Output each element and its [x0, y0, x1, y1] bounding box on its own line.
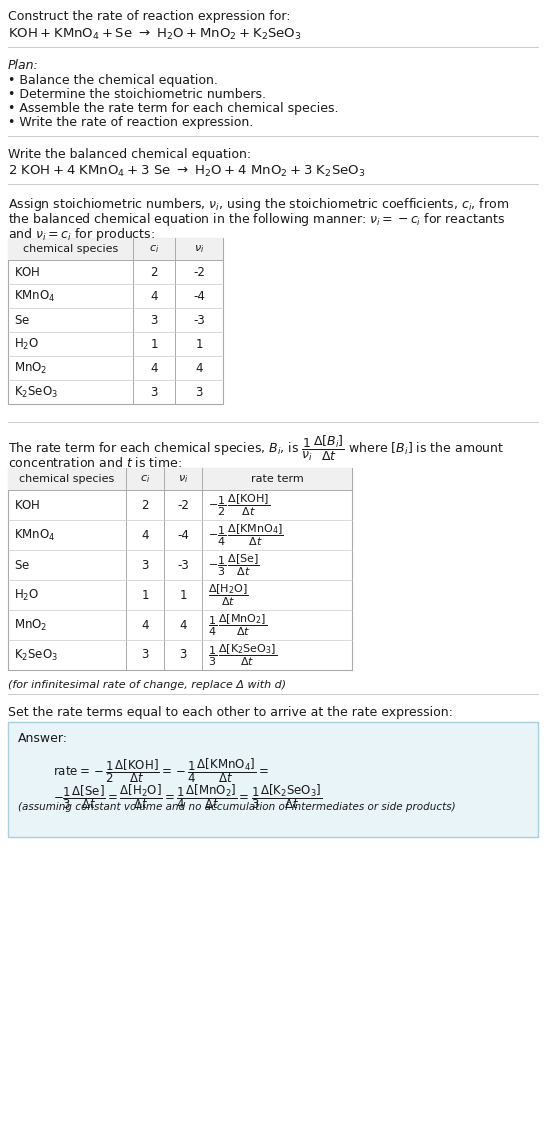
Text: 4: 4 — [195, 362, 203, 374]
FancyBboxPatch shape — [8, 721, 538, 838]
Text: $\mathregular{KMnO_4}$: $\mathregular{KMnO_4}$ — [14, 288, 56, 304]
Text: 3: 3 — [150, 386, 158, 398]
Text: $\mathregular{H_2O}$: $\mathregular{H_2O}$ — [14, 337, 39, 352]
Text: 2: 2 — [150, 265, 158, 279]
Text: $c_i$: $c_i$ — [149, 244, 159, 255]
Bar — [8, 468, 352, 670]
Text: 4: 4 — [141, 618, 149, 632]
Text: chemical species: chemical species — [19, 475, 115, 484]
Text: $\mathregular{MnO_2}$: $\mathregular{MnO_2}$ — [14, 618, 48, 633]
Text: $\dfrac{1}{4}\,\dfrac{\Delta[\mathregular{MnO_2}]}{\Delta t}$: $\dfrac{1}{4}\,\dfrac{\Delta[\mathregula… — [208, 612, 268, 637]
Text: 1: 1 — [150, 338, 158, 351]
Text: the balanced chemical equation in the following manner: $\nu_i = -c_i$ for react: the balanced chemical equation in the fo… — [8, 211, 506, 228]
Text: -4: -4 — [177, 528, 189, 542]
Text: 2: 2 — [141, 498, 149, 511]
Text: (for infinitesimal rate of change, replace Δ with d): (for infinitesimal rate of change, repla… — [8, 681, 286, 690]
Text: Construct the rate of reaction expression for:: Construct the rate of reaction expressio… — [8, 10, 290, 23]
Text: $\dfrac{\Delta[\mathregular{H_2O}]}{\Delta t}$: $\dfrac{\Delta[\mathregular{H_2O}]}{\Del… — [208, 583, 249, 608]
Text: (assuming constant volume and no accumulation of intermediates or side products): (assuming constant volume and no accumul… — [18, 802, 455, 813]
Text: -2: -2 — [193, 265, 205, 279]
Text: -3: -3 — [177, 559, 189, 571]
Text: $-\dfrac{1}{3}\dfrac{\Delta[\mathregular{Se}]}{\Delta t} = \dfrac{\Delta[\mathre: $-\dfrac{1}{3}\dfrac{\Delta[\mathregular… — [53, 782, 322, 810]
Text: 4: 4 — [150, 362, 158, 374]
Text: and $\nu_i = c_i$ for products:: and $\nu_i = c_i$ for products: — [8, 226, 155, 244]
Bar — [8, 238, 223, 404]
Text: $-\dfrac{1}{2}\,\dfrac{\Delta[\mathregular{KOH}]}{\Delta t}$: $-\dfrac{1}{2}\,\dfrac{\Delta[\mathregul… — [208, 493, 270, 518]
Text: -3: -3 — [193, 313, 205, 327]
Text: -2: -2 — [177, 498, 189, 511]
Text: $c_i$: $c_i$ — [140, 473, 150, 485]
Text: $\mathregular{KOH + KMnO_4 + Se\ \rightarrow\ H_2O + MnO_2 + K_2SeO_3}$: $\mathregular{KOH + KMnO_4 + Se\ \righta… — [8, 27, 301, 42]
Text: 3: 3 — [179, 649, 187, 661]
Text: Set the rate terms equal to each other to arrive at the rate expression:: Set the rate terms equal to each other t… — [8, 706, 453, 719]
Bar — [8, 468, 352, 490]
Text: 1: 1 — [179, 588, 187, 602]
Text: $\nu_i$: $\nu_i$ — [178, 473, 188, 485]
Text: Write the balanced chemical equation:: Write the balanced chemical equation: — [8, 148, 251, 160]
Text: $-\dfrac{1}{3}\,\dfrac{\Delta[\mathregular{Se}]}{\Delta t}$: $-\dfrac{1}{3}\,\dfrac{\Delta[\mathregul… — [208, 552, 260, 578]
Text: $\mathregular{H_2O}$: $\mathregular{H_2O}$ — [14, 587, 39, 602]
Bar — [8, 238, 223, 259]
Text: • Determine the stoichiometric numbers.: • Determine the stoichiometric numbers. — [8, 88, 266, 101]
Text: concentration and $t$ is time:: concentration and $t$ is time: — [8, 456, 182, 470]
Text: 4: 4 — [150, 289, 158, 303]
Text: $\mathregular{rate} = -\dfrac{1}{2}\dfrac{\Delta[\mathregular{KOH}]}{\Delta t} =: $\mathregular{rate} = -\dfrac{1}{2}\dfra… — [53, 756, 269, 785]
Text: $\mathregular{KMnO_4}$: $\mathregular{KMnO_4}$ — [14, 527, 56, 543]
Text: $\nu_i$: $\nu_i$ — [194, 244, 204, 255]
Text: 3: 3 — [195, 386, 203, 398]
Text: Plan:: Plan: — [8, 59, 39, 72]
Text: • Balance the chemical equation.: • Balance the chemical equation. — [8, 74, 218, 86]
Text: • Write the rate of reaction expression.: • Write the rate of reaction expression. — [8, 116, 253, 129]
Text: 1: 1 — [195, 338, 203, 351]
Text: 1: 1 — [141, 588, 149, 602]
Text: 3: 3 — [141, 649, 149, 661]
Text: 4: 4 — [179, 618, 187, 632]
Text: 3: 3 — [150, 313, 158, 327]
Text: Answer:: Answer: — [18, 732, 68, 745]
Text: $\mathregular{MnO_2}$: $\mathregular{MnO_2}$ — [14, 361, 48, 376]
Text: $\mathregular{Se}$: $\mathregular{Se}$ — [14, 313, 30, 327]
Text: The rate term for each chemical species, $B_i$, is $\dfrac{1}{\nu_i}\dfrac{\Delt: The rate term for each chemical species,… — [8, 434, 505, 463]
Text: 4: 4 — [141, 528, 149, 542]
Text: rate term: rate term — [251, 475, 304, 484]
Text: $\mathregular{KOH}$: $\mathregular{KOH}$ — [14, 498, 40, 511]
Text: -4: -4 — [193, 289, 205, 303]
Text: 3: 3 — [141, 559, 149, 571]
Text: • Assemble the rate term for each chemical species.: • Assemble the rate term for each chemic… — [8, 102, 339, 115]
Text: $\mathregular{K_2SeO_3}$: $\mathregular{K_2SeO_3}$ — [14, 385, 58, 399]
Text: $\mathregular{KOH}$: $\mathregular{KOH}$ — [14, 265, 40, 279]
Text: $\dfrac{1}{3}\,\dfrac{\Delta[\mathregular{K_2SeO_3}]}{\Delta t}$: $\dfrac{1}{3}\,\dfrac{\Delta[\mathregula… — [208, 642, 277, 668]
Text: $\mathregular{2\ KOH + 4\ KMnO_4 + 3\ Se\ \rightarrow\ H_2O + 4\ MnO_2 + 3\ K_2S: $\mathregular{2\ KOH + 4\ KMnO_4 + 3\ Se… — [8, 164, 365, 179]
Text: $\mathregular{Se}$: $\mathregular{Se}$ — [14, 559, 30, 571]
Text: $\mathregular{K_2SeO_3}$: $\mathregular{K_2SeO_3}$ — [14, 648, 58, 662]
Text: $-\dfrac{1}{4}\,\dfrac{\Delta[\mathregular{KMnO_4}]}{\Delta t}$: $-\dfrac{1}{4}\,\dfrac{\Delta[\mathregul… — [208, 522, 284, 547]
Text: Assign stoichiometric numbers, $\nu_i$, using the stoichiometric coefficients, $: Assign stoichiometric numbers, $\nu_i$, … — [8, 196, 509, 213]
Text: chemical species: chemical species — [23, 244, 118, 254]
